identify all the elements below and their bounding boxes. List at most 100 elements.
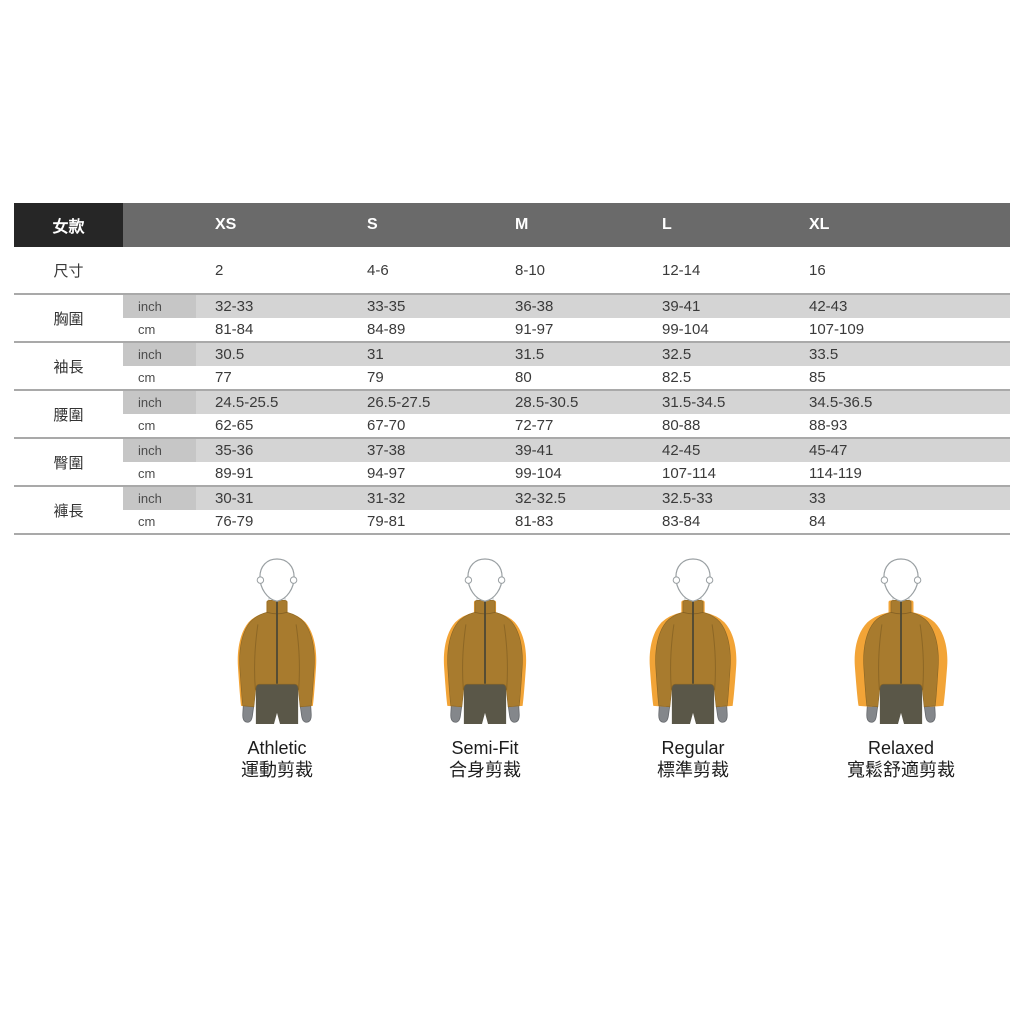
fit-illustration-relaxed-icon [854,558,948,724]
inch-row: inch 30.5 31 31.5 32.5 33.5 [123,343,1010,366]
unit-cell: inch [123,295,196,318]
table-cell: 30-31 [215,490,254,507]
table-cell: 76-79 [215,513,254,530]
table-cell: 28.5-30.5 [515,394,579,411]
table-corner-cell: 女款 [14,203,123,247]
fit-name-zh: 標準剪裁 [657,759,729,780]
size-header-m: M [515,216,529,233]
size-header-xl: XL [809,216,830,233]
unit-cell: inch [123,343,196,366]
table-cell: 79 [367,369,384,386]
measurement-group-sleeve: 袖長 inch 30.5 31 31.5 32.5 33.5 cm 77 79 … [14,343,1010,391]
table-cell: 2 [215,261,224,279]
fit-illustration-athletic-icon [237,558,317,724]
row-label: 胸圍 [53,310,84,328]
table-cell: 89-91 [215,465,254,482]
table-cell: 45-47 [809,442,848,459]
table-cell: 33-35 [367,298,406,315]
table-cell: 42-43 [809,298,848,315]
table-cell: 83-84 [662,513,701,530]
inch-row: inch 35-36 37-38 39-41 42-45 45-47 [123,439,1010,462]
fit-illustration-regular-icon [649,558,737,724]
row-label: 臀圍 [53,454,84,472]
table-cell: 94-97 [367,465,406,482]
unit-cell: inch [123,439,196,462]
unit-cell: inch [123,391,196,414]
fit-card-relaxed: Relaxed 寬鬆舒適剪裁 [797,556,1005,781]
table-cell: 32.5 [662,346,692,363]
unit-cell: inch [123,487,196,510]
inch-row: inch 30-31 31-32 32-32.5 32.5-33 33 [123,487,1010,510]
row-label: 尺寸 [53,262,84,280]
table-cell: 42-45 [662,442,701,459]
table-cell: 91-97 [515,321,554,338]
measurement-group-inseam: 褲長 inch 30-31 31-32 32-32.5 32.5-33 33 c… [14,487,1010,535]
table-cell: 88-93 [809,417,848,434]
unit-cell: cm [138,322,156,337]
table-cell: 72-77 [515,417,554,434]
fit-name-en: Semi-Fit [451,738,519,758]
fit-name-zh: 寬鬆舒適剪裁 [847,759,955,780]
table-cell: 84 [809,513,826,530]
table-cell: 34.5-36.5 [809,394,873,411]
table-cell: 32-33 [215,298,254,315]
cm-row: cm 76-79 79-81 81-83 83-84 84 [123,510,1010,533]
table-cell: 77 [215,369,232,386]
table-cell: 32-32.5 [515,490,566,507]
table-cell: 24.5-25.5 [215,394,279,411]
measurement-group-chest: 胸圍 inch 32-33 33-35 36-38 39-41 42-43 cm… [14,295,1010,343]
table-cell: 37-38 [367,442,406,459]
table-cell: 99-104 [515,465,562,482]
fit-name-en: Athletic [247,738,307,758]
table-cell: 80 [515,369,532,386]
measurement-group-waist: 腰圍 inch 24.5-25.5 26.5-27.5 28.5-30.5 31… [14,391,1010,439]
fit-name-en: Relaxed [867,738,935,758]
unit-cell: cm [138,514,156,529]
table-cell: 82.5 [662,369,692,386]
row-label: 腰圍 [53,406,84,424]
table-cell: 36-38 [515,298,554,315]
table-cell: 85 [809,369,826,386]
table-cell: 62-65 [215,417,254,434]
fit-guide: Athletic 運動剪裁 Semi-Fit 合身剪裁 [173,556,1005,781]
fit-name-zh: 運動剪裁 [241,759,313,780]
unit-cell: cm [138,418,156,433]
fit-name-en: Regular [661,738,725,758]
table-cell: 33 [809,490,826,507]
table-cell: 81-83 [515,513,554,530]
measurement-group-hip: 臀圍 inch 35-36 37-38 39-41 42-45 45-47 cm… [14,439,1010,487]
table-cell: 31 [367,346,384,363]
table-cell: 67-70 [367,417,406,434]
unit-cell-empty [123,247,196,293]
table-cell: 33.5 [809,346,839,363]
table-cell: 107-109 [809,321,865,338]
fit-card-athletic: Athletic 運動剪裁 [173,556,381,781]
row-label: 袖長 [53,358,84,376]
table-cell: 12-14 [662,261,701,279]
table-cell: 32.5-33 [662,490,713,507]
fit-card-semi-fit: Semi-Fit 合身剪裁 [381,556,589,781]
size-header-l: L [662,216,672,233]
inch-row: inch 24.5-25.5 26.5-27.5 28.5-30.5 31.5-… [123,391,1010,414]
unit-cell: cm [138,370,156,385]
table-cell: 26.5-27.5 [367,394,431,411]
size-number-row: 尺寸 2 4-6 8-10 12-14 16 [14,247,1010,295]
unit-header-spacer [123,203,196,247]
size-table: 女款 XS S M L XL 尺寸 2 4-6 8-10 12-14 16 胸圍 [14,203,1010,535]
table-cell: 114-119 [809,465,862,482]
table-header-row: 女款 XS S M L XL [14,203,1010,247]
table-cell: 79-81 [367,513,406,530]
table-cell: 8-10 [515,261,546,279]
fit-illustration-semi-fit-icon [443,558,527,724]
size-header-band: XS S M L XL [123,203,1010,247]
fit-card-regular: Regular 標準剪裁 [589,556,797,781]
table-cell: 39-41 [662,298,701,315]
table-cell: 99-104 [662,321,709,338]
table-cell: 30.5 [215,346,245,363]
unit-cell: cm [138,466,156,481]
size-header-xs: XS [215,216,237,233]
cm-row: cm 89-91 94-97 99-104 107-114 114-119 [123,462,1010,485]
table-cell: 31-32 [367,490,406,507]
table-cell: 80-88 [662,417,701,434]
